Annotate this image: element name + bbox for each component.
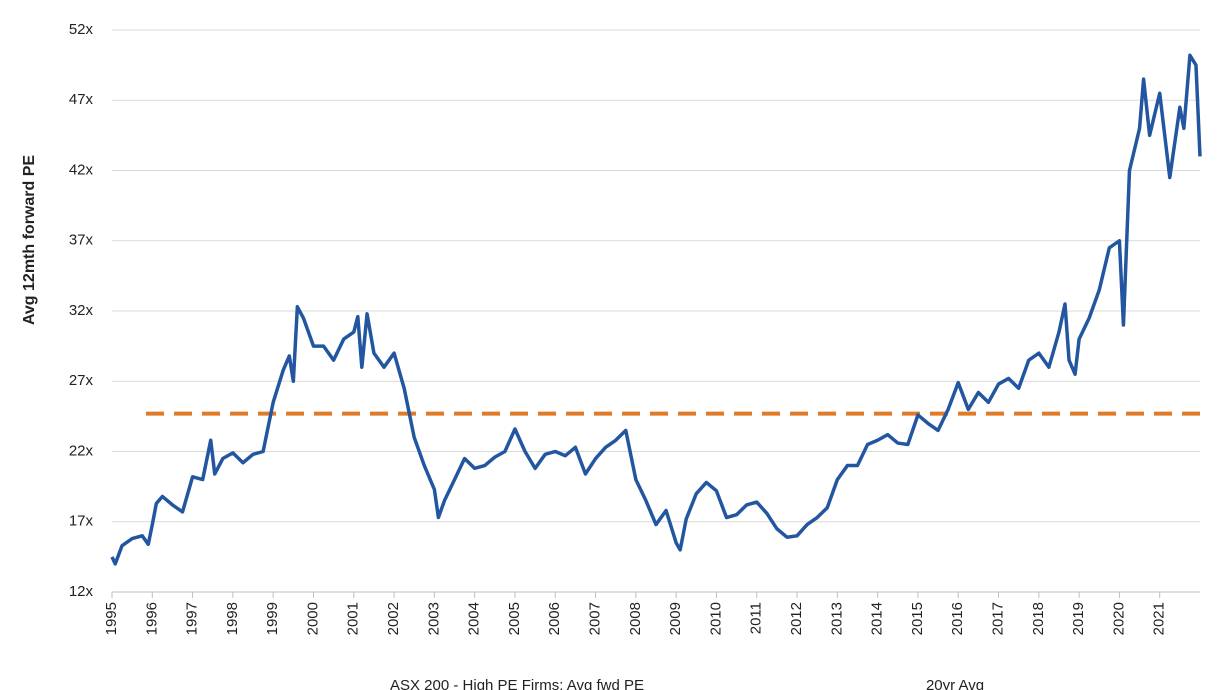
- x-tick-label: 2008: [627, 602, 644, 635]
- y-axis-label: Avg 12mth forward PE: [21, 155, 38, 325]
- x-tick-label: 2003: [425, 602, 442, 635]
- x-tick-label: 2000: [304, 602, 321, 635]
- x-tick-label: 2021: [1151, 602, 1168, 635]
- x-tick-label: 2016: [949, 602, 966, 635]
- x-tick-label: 2012: [788, 602, 805, 635]
- x-tick-label: 2011: [748, 602, 765, 634]
- x-tick-label: 2018: [1030, 602, 1047, 635]
- x-tick-label: 2006: [546, 602, 563, 635]
- x-tick-label: 1996: [143, 602, 160, 635]
- legend-label: 20yr Avg: [926, 677, 984, 690]
- x-tick-label: 2001: [345, 602, 362, 635]
- y-tick-label: 47x: [69, 91, 94, 108]
- x-tick-label: 2002: [385, 602, 402, 635]
- x-tick-label: 2004: [466, 602, 483, 635]
- x-tick-label: 2007: [587, 602, 604, 635]
- x-tick-label: 2010: [707, 602, 724, 635]
- x-tick-label: 2014: [869, 602, 886, 635]
- y-tick-label: 42x: [69, 161, 94, 178]
- x-tick-label: 2020: [1110, 602, 1127, 635]
- x-tick-label: 2005: [506, 602, 523, 635]
- x-tick-label: 1998: [224, 602, 241, 635]
- x-tick-label: 1997: [184, 602, 201, 635]
- y-tick-label: 17x: [69, 513, 94, 530]
- y-tick-label: 22x: [69, 442, 94, 459]
- series-line: [110, 53, 1202, 566]
- y-tick-label: 52x: [69, 21, 94, 38]
- y-tick-label: 32x: [69, 302, 94, 319]
- x-tick-label: 2015: [909, 602, 926, 635]
- y-tick-label: 27x: [69, 372, 94, 389]
- x-tick-label: 2009: [667, 602, 684, 635]
- x-tick-label: 1995: [103, 602, 120, 635]
- y-tick-label: 37x: [69, 232, 94, 249]
- x-tick-label: 2019: [1070, 602, 1087, 635]
- x-tick-label: 2017: [989, 602, 1006, 635]
- x-tick-label: 1999: [264, 602, 281, 635]
- x-tick-label: 2013: [828, 602, 845, 635]
- legend-label: ASX 200 - High PE Firms: Avg fwd PE: [390, 677, 644, 690]
- y-tick-label: 12x: [69, 583, 94, 600]
